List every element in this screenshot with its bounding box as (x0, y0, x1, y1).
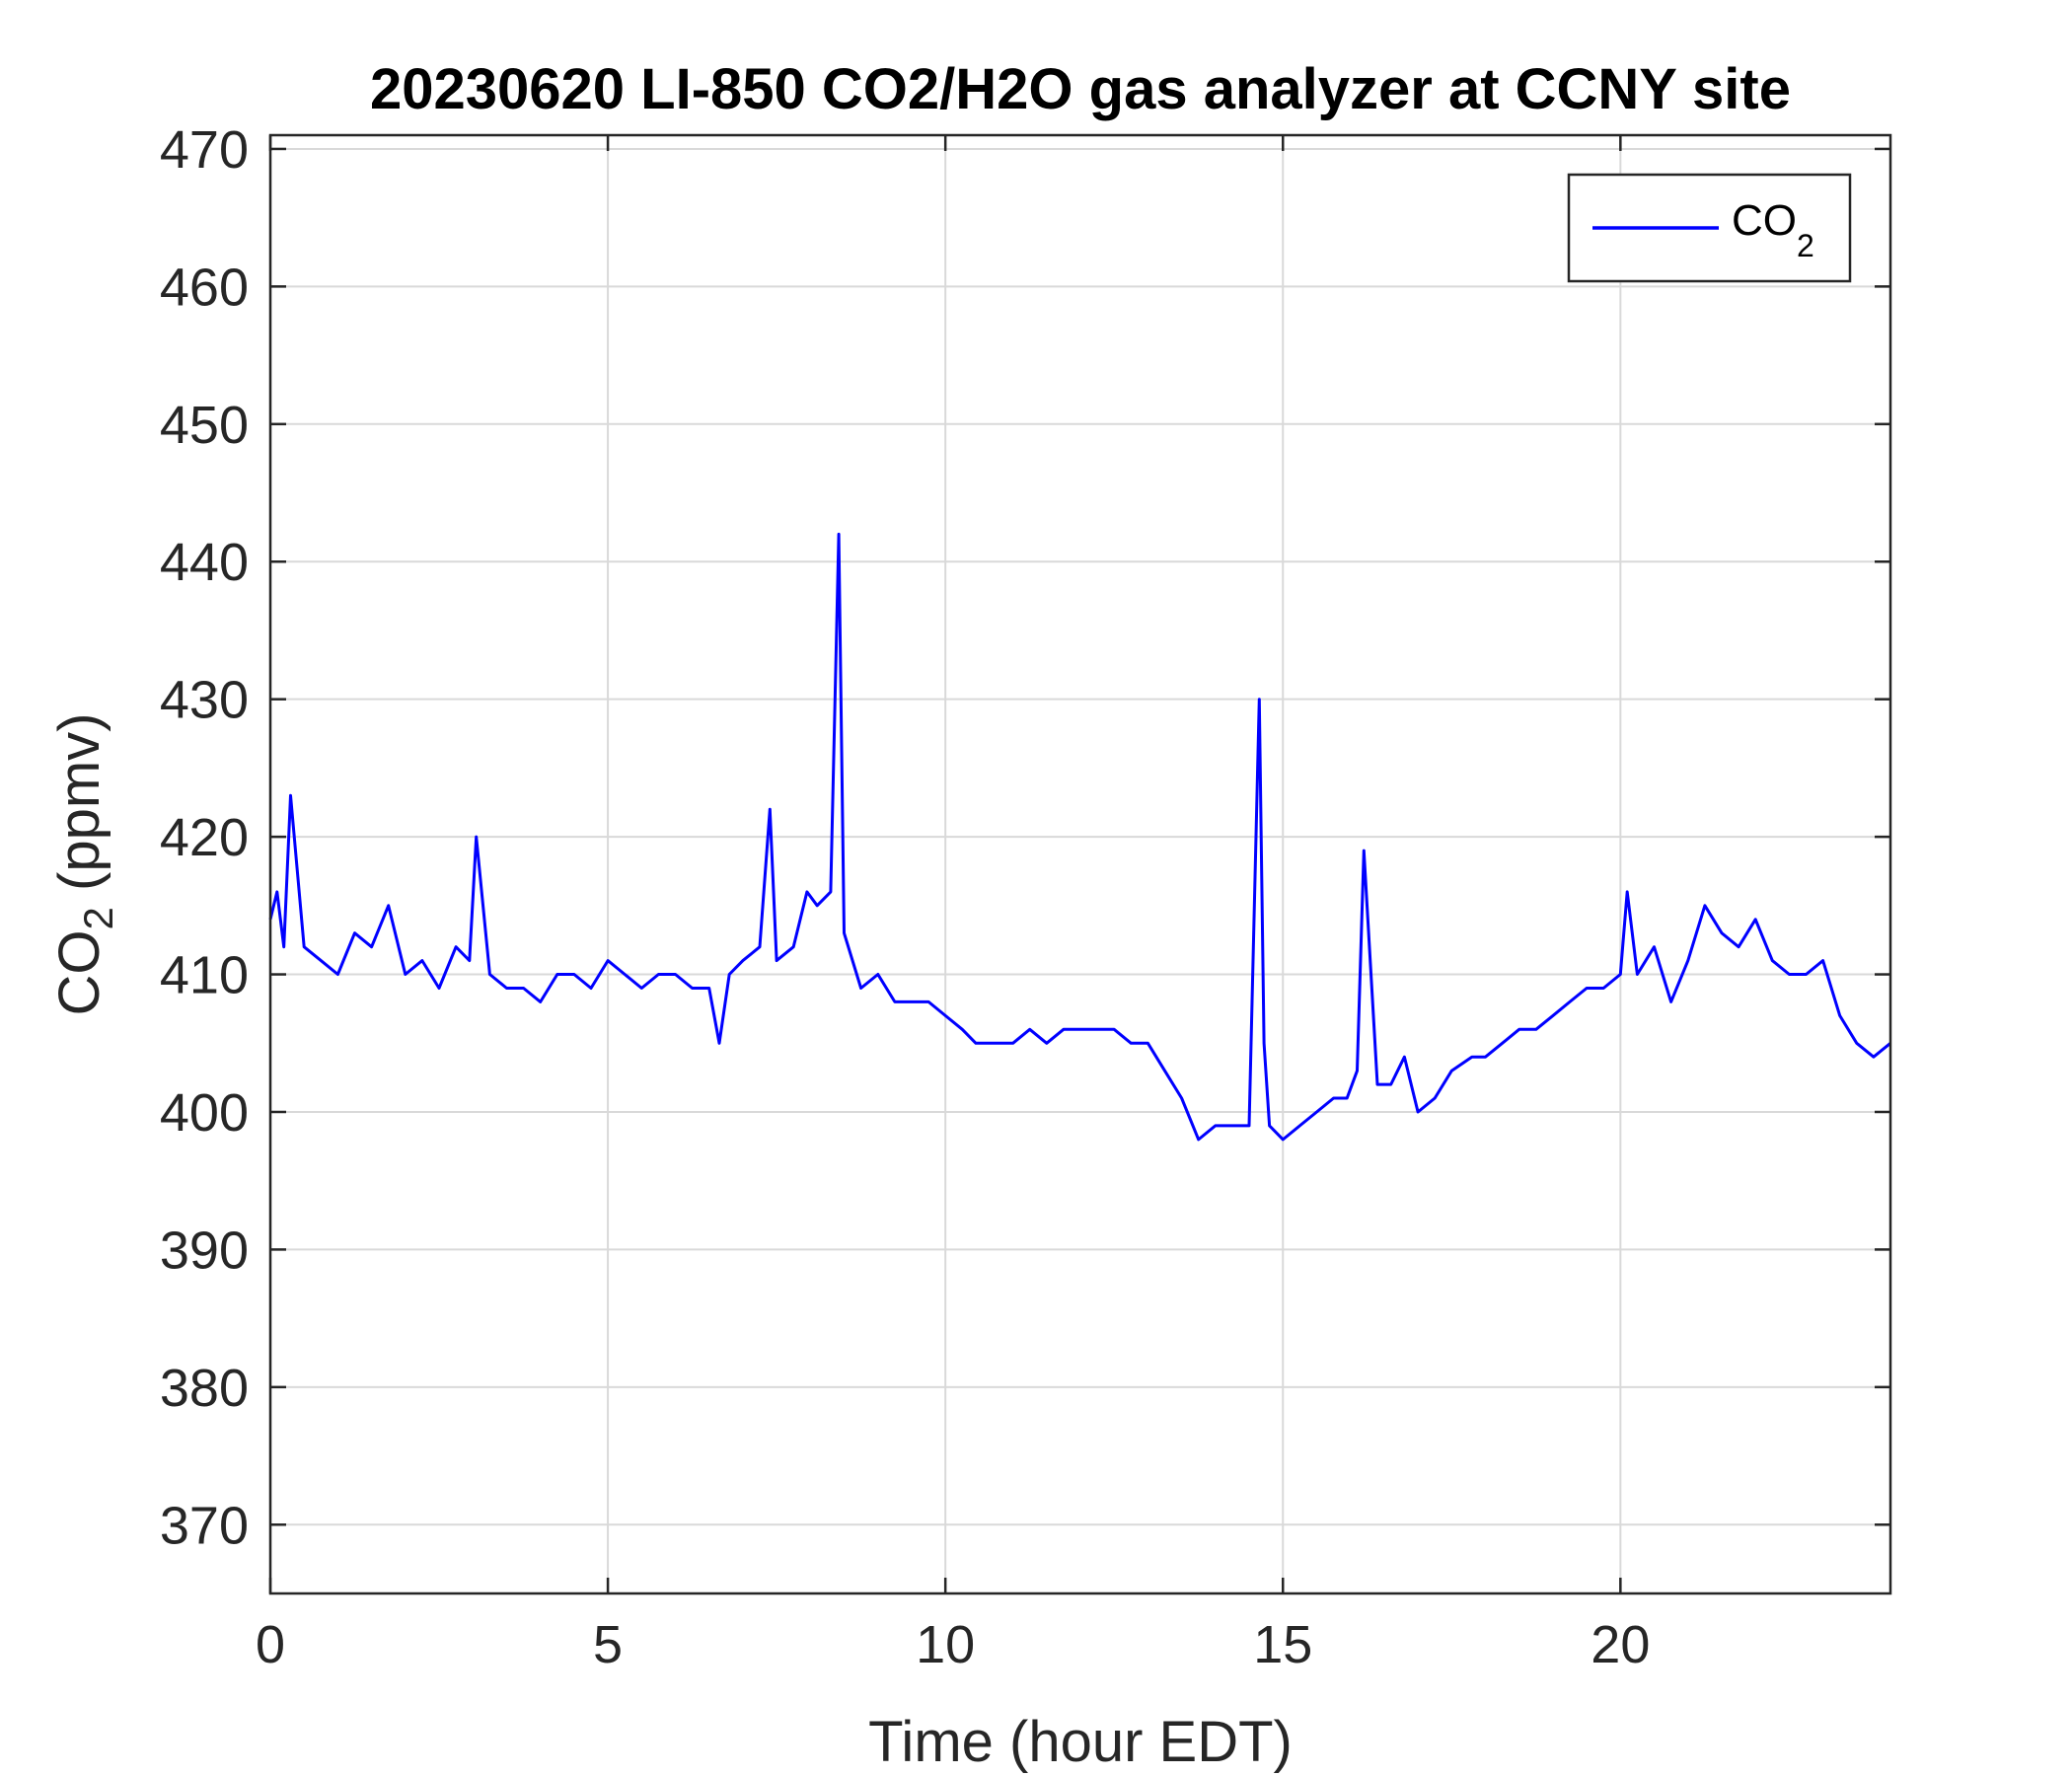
x-axis-label: Time (hour EDT) (868, 1710, 1293, 1774)
chart-title: 20230620 LI-850 CO2/H2O gas analyzer at … (370, 57, 1791, 121)
legend: CO2 (1567, 173, 1852, 283)
tick-marks (268, 135, 1890, 1593)
series-line-co2 (268, 532, 1891, 1142)
x-tick-label: 20 (1591, 1615, 1650, 1674)
y-axis-label-unit: (ppmv) (47, 713, 111, 908)
y-tick-label: 410 (160, 946, 249, 1005)
y-tick-label: 430 (160, 671, 249, 730)
x-tick-labels: 0 5 10 15 20 (256, 1615, 1650, 1674)
legend-label-co2: CO2 (1732, 196, 1814, 263)
y-tick-labels: 370 380 390 400 410 420 430 440 450 460 470 (160, 120, 249, 1555)
y-axis-label: CO2 (ppmv) (47, 713, 121, 1016)
y-tick-label: 440 (160, 533, 249, 592)
y-tick-label: 420 (160, 808, 249, 867)
y-tick-label: 400 (160, 1083, 249, 1143)
x-tick-label: 5 (593, 1615, 623, 1674)
gridlines (270, 135, 1890, 1593)
y-tick-label: 380 (160, 1359, 249, 1418)
x-tick-label: 15 (1253, 1615, 1312, 1674)
y-tick-label: 450 (160, 396, 249, 455)
x-tick-label: 10 (916, 1615, 975, 1674)
y-axis-label-subscript: 2 (75, 907, 121, 929)
legend-label-main: CO (1732, 196, 1797, 245)
y-tick-label: 460 (160, 258, 249, 317)
y-axis-label-main: CO (47, 929, 111, 1015)
data-series-layer (268, 532, 1891, 1142)
plot-area-frame (268, 133, 1892, 1595)
y-tick-label: 370 (160, 1496, 249, 1555)
legend-label-subscript: 2 (1797, 228, 1814, 263)
y-tick-label: 390 (160, 1221, 249, 1280)
x-tick-label: 0 (256, 1615, 285, 1674)
y-tick-label: 470 (160, 120, 249, 180)
